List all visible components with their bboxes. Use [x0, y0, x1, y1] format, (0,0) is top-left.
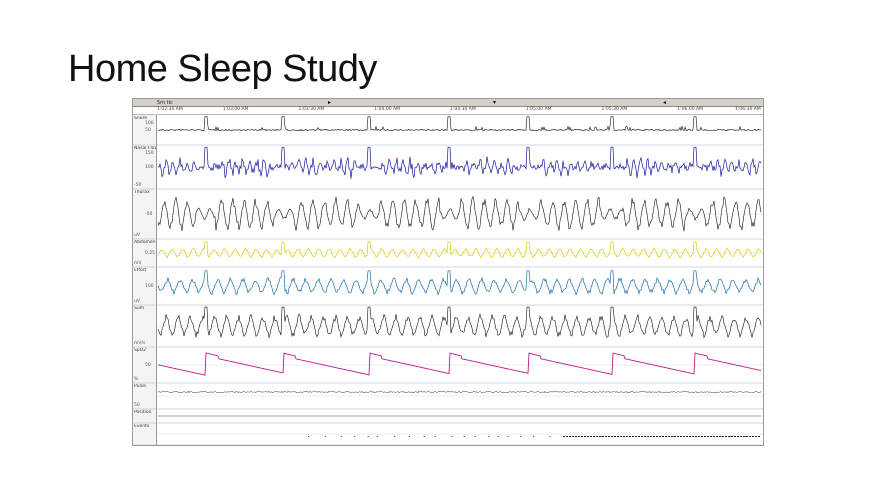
channel-scale-label: 50 [145, 128, 151, 133]
event-marker [744, 436, 746, 437]
signal-trace [157, 195, 762, 232]
time-tick-label: 1:03:00 AM [222, 107, 249, 112]
channel-label: SpO2 [134, 348, 147, 353]
signal-trace [157, 146, 762, 179]
time-tick-label: 1:03:30 AM [298, 107, 325, 112]
channel-label: Pulse [134, 384, 146, 389]
event-marker [549, 436, 551, 437]
channel-scale-label: % [134, 377, 139, 382]
time-tick-label: 1:05:00 AM [525, 107, 552, 112]
channel-scale-label: mV [134, 261, 142, 266]
event-marker [463, 436, 465, 437]
event-marker [394, 436, 396, 437]
channel-label: Events [134, 424, 150, 429]
channel-scale-label: uV [134, 299, 140, 304]
event-marker [474, 436, 476, 437]
event-marker [408, 436, 410, 437]
channel-label: Position [134, 410, 152, 415]
channel-scale-label: 50 [134, 403, 140, 408]
time-tick-label: 1:04:30 AM [450, 107, 476, 112]
sleep-study-viewer: 5m tic ▸ ▾ ◂ 1:02:30 AM 1:03:00 AM 1:03:30… [132, 98, 764, 446]
page-title: Home Sleep Study [68, 48, 377, 90]
event-marker [324, 436, 327, 437]
channel-scale-label: uV [134, 233, 140, 238]
event-marker [451, 436, 453, 437]
channel-label: Sum [134, 306, 145, 311]
channel-label: Thorax [134, 190, 150, 195]
event-marker [488, 436, 490, 437]
scroll-left-arrow-icon[interactable]: ◂ [663, 99, 667, 106]
channel-label: Snore [134, 116, 147, 121]
channel-label: Abdomen [134, 240, 156, 245]
channel-scale-label: -50 [134, 183, 142, 188]
signal-trace [157, 116, 762, 132]
time-tick-label: 1:05:30 AM [601, 107, 628, 112]
channel-scale-label: 0.25 [145, 251, 156, 256]
event-marker [601, 436, 603, 437]
event-marker [423, 436, 425, 437]
signal-trace [157, 352, 762, 376]
event-marker [729, 436, 731, 437]
signal-trace [157, 306, 762, 339]
time-tick-label: 1:02:30 AM [157, 107, 183, 112]
marker-down-arrow-icon[interactable]: ▾ [493, 99, 497, 106]
channel-scale-label: 100 [145, 284, 154, 289]
channel-scale-label: -50 [145, 212, 153, 217]
event-marker [340, 436, 342, 437]
event-marker [520, 436, 522, 437]
channel-label: Effort [134, 268, 147, 273]
event-marker [367, 436, 369, 437]
viewer-toolbar: 5m tic ▸ ▾ ◂ [133, 99, 763, 107]
event-marker [434, 436, 436, 437]
event-marker [376, 436, 378, 437]
event-marker [497, 436, 499, 437]
signal-trace [157, 270, 762, 296]
channel-scale-label: 50 [145, 363, 151, 368]
channel-label: Nasal Flow [134, 146, 156, 151]
signal-trace [157, 390, 762, 394]
event-marker [672, 436, 674, 437]
scroll-right-arrow-icon[interactable]: ▸ [328, 99, 332, 106]
signal-trace [157, 241, 762, 259]
signal-traces [133, 116, 763, 445]
epoch-label: 5m tic [157, 100, 173, 106]
time-tick-label: 1:06:30 AM [735, 107, 761, 112]
channel-scale-label: 100 [145, 121, 154, 126]
event-marker [308, 436, 310, 437]
event-marker [354, 436, 356, 437]
event-marker [507, 436, 509, 437]
time-tick-label: 1:06:00 AM [677, 107, 703, 112]
time-tick-label: 1:04:00 AM [374, 107, 400, 112]
channel-scale-label: 100 [145, 165, 154, 170]
channel-scale-label: mV/s [134, 341, 146, 346]
time-ruler: 1:02:30 AM 1:03:00 AM 1:03:30 AM 1:04:00 AM… [133, 107, 763, 115]
channel-label-column: Snore 100 50 Nasal Flow 150 100 -50 Thorax -50 uV… [133, 115, 157, 445]
channel-scale-label: 150 [145, 151, 154, 156]
event-marker [533, 436, 535, 437]
